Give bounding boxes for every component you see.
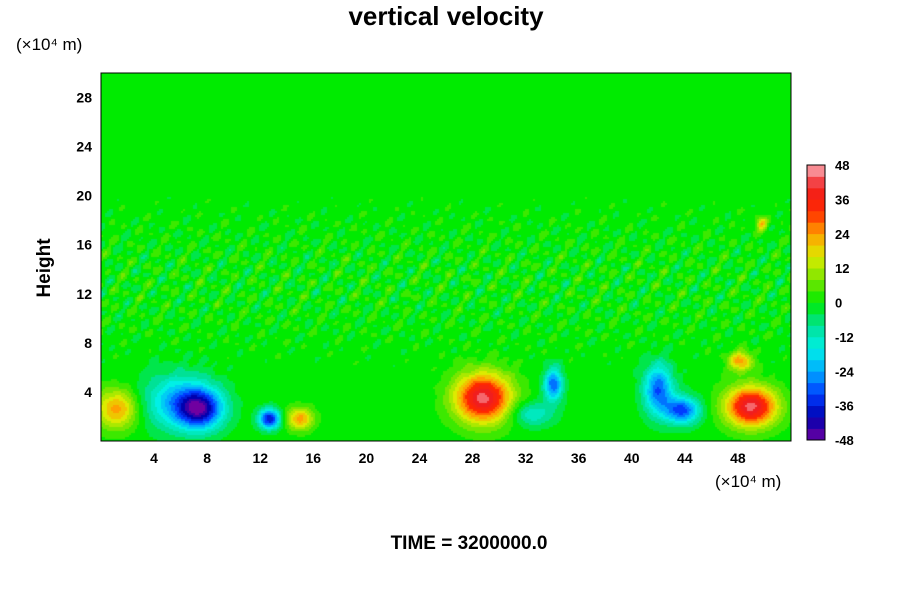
y-tick-label: 24 xyxy=(76,139,92,155)
y-axis-unit: (×10⁴ m) xyxy=(16,35,82,54)
colorbar-swatch xyxy=(807,210,825,223)
velocity-field xyxy=(101,73,791,441)
x-tick-label: 8 xyxy=(203,450,211,466)
plot-frame xyxy=(100,72,792,442)
colorbar-tick-label: 36 xyxy=(835,192,849,207)
colorbar-tick-label: 12 xyxy=(835,261,849,276)
colorbar-swatch xyxy=(807,279,825,292)
y-tick-label: 16 xyxy=(76,237,92,253)
y-tick-label: 8 xyxy=(84,335,92,351)
y-tick-label: 12 xyxy=(76,286,92,302)
time-label: TIME = 3200000.0 xyxy=(391,533,548,554)
colorbar-swatch xyxy=(807,302,825,315)
x-axis-unit: (×10⁴ m) xyxy=(715,472,781,491)
colorbar-tick-label: 48 xyxy=(835,158,849,173)
colorbar-swatch xyxy=(807,245,825,258)
colorbar-tick-label: -36 xyxy=(835,399,854,414)
colorbar xyxy=(806,164,826,441)
colorbar-swatch xyxy=(807,382,825,395)
colorbar-tick-label: -24 xyxy=(835,364,855,379)
colorbar-tick-labels: 48 36 24 12 0 -12 -24 -36 -48 xyxy=(835,158,855,448)
colorbar-tick-label: 24 xyxy=(835,227,850,242)
colorbar-swatch xyxy=(807,405,825,418)
colorbar-swatch xyxy=(807,268,825,280)
x-tick-label: 40 xyxy=(624,450,640,466)
colorbar-frame xyxy=(806,164,826,441)
colorbar-swatch xyxy=(807,233,825,246)
colorbar-swatch xyxy=(807,165,825,177)
colorbar-swatch xyxy=(807,359,825,372)
colorbar-tick-label: 0 xyxy=(835,296,842,311)
x-tick-label: 44 xyxy=(677,450,693,466)
y-tick-label: 4 xyxy=(84,384,92,400)
colorbar-swatch xyxy=(807,371,825,384)
colorbar-tick-label: -48 xyxy=(835,433,854,448)
colorbar-swatch xyxy=(807,291,825,303)
colorbar-swatch xyxy=(807,348,825,361)
velocity-field-image xyxy=(101,73,791,441)
y-tick-label: 20 xyxy=(76,188,92,204)
x-tick-labels: 4 8 12 16 20 24 28 32 36 40 44 48 xyxy=(150,450,746,466)
chart-title: vertical velocity xyxy=(348,1,544,31)
colorbar-tick-label: -12 xyxy=(835,330,854,345)
colorbar-swatch xyxy=(807,256,825,269)
y-tick-label: 28 xyxy=(76,90,92,106)
x-tick-label: 4 xyxy=(150,450,158,466)
colorbar-swatch xyxy=(807,176,825,189)
colorbar-swatch xyxy=(807,428,825,441)
x-tick-label: 36 xyxy=(571,450,587,466)
x-tick-label: 48 xyxy=(730,450,746,466)
colorbar-swatch xyxy=(807,394,825,407)
x-tick-label: 28 xyxy=(465,450,481,466)
x-tick-label: 20 xyxy=(359,450,375,466)
colorbar-swatch xyxy=(807,199,825,212)
y-tick-labels: 4 8 12 16 20 24 28 xyxy=(76,90,92,400)
colorbar-swatch xyxy=(807,187,825,200)
colorbar-swatch xyxy=(807,417,825,429)
x-tick-label: 12 xyxy=(252,450,268,466)
colorbar-swatch xyxy=(807,313,825,326)
y-axis-label: Height xyxy=(34,238,55,298)
x-tick-label: 24 xyxy=(412,450,428,466)
colorbar-swatch xyxy=(807,325,825,338)
colorbar-swatch xyxy=(807,222,825,235)
x-tick-label: 32 xyxy=(518,450,534,466)
colorbar-swatch xyxy=(807,336,825,349)
x-tick-label: 16 xyxy=(306,450,322,466)
